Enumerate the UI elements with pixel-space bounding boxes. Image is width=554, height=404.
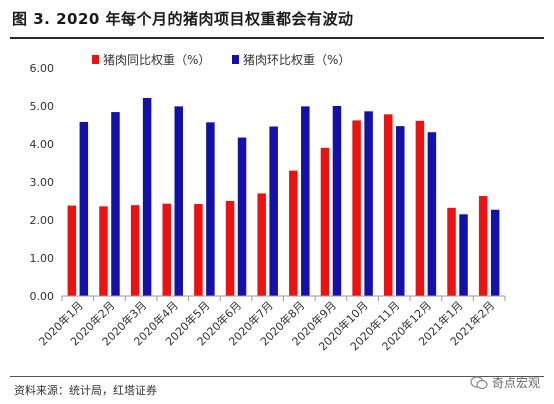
watermark-text: 奇点宏观 (491, 376, 540, 390)
watermark: 奇点宏观 (470, 374, 540, 391)
bar-mom-weight (490, 209, 500, 296)
legend-swatch (232, 55, 239, 64)
bar-mom-weight (206, 122, 215, 296)
bar-mom-weight (364, 111, 373, 296)
y-tick-label: 3.00 (30, 176, 55, 189)
bar-yoy-weight (415, 120, 425, 296)
bar-yoy-weight (130, 205, 140, 296)
bar-mom-weight (269, 126, 278, 297)
footer-divider (10, 376, 544, 377)
bar-mom-weight (396, 126, 405, 296)
bar-yoy-weight (257, 193, 266, 296)
bar-yoy-weight (162, 203, 171, 296)
bar-mom-weight (111, 112, 120, 296)
bar-mom-weight (427, 132, 437, 296)
bar-yoy-weight (447, 207, 456, 296)
y-tick-label: 2.00 (30, 214, 55, 227)
bar-mom-weight (301, 106, 310, 296)
y-tick-label: 0.00 (30, 290, 55, 303)
y-tick-label: 6.00 (30, 62, 55, 75)
bar-mom-weight (142, 98, 152, 296)
x-axis: 2020年1月2020年2月2020年3月2020年4月2020年5月2020年… (36, 295, 506, 353)
bar-yoy-weight (320, 147, 330, 296)
legend: 猪肉同比权重（%） 猪肉环比权重（%） (92, 53, 350, 67)
source-note: 资料来源：统计局，红塔证券 (14, 384, 157, 397)
bar-yoy-weight (289, 170, 298, 296)
chart-title: 图 3. 2020 年每个月的猪肉项目权重都会有波动 (12, 10, 354, 28)
bar-mom-weight (332, 106, 342, 296)
bar-yoy-weight (352, 120, 361, 296)
y-tick-label: 1.00 (30, 252, 55, 265)
bar-yoy-weight (384, 114, 393, 296)
legend-label: 猪肉同比权重（%） (103, 53, 210, 67)
y-axis: 0.00 1.00 2.00 3.00 4.00 5.00 6.00 (30, 62, 55, 303)
wechat-icon (470, 375, 488, 389)
legend-label: 猪肉环比权重（%） (243, 53, 350, 67)
bar-mom-weight (459, 214, 468, 296)
bar-group (67, 98, 500, 297)
bar-mom-weight (237, 137, 247, 296)
bar-mom-weight (79, 121, 89, 297)
legend-swatch (92, 55, 99, 64)
bar-chart: 0.00 1.00 2.00 3.00 4.00 5.00 6.00 2020年1月2020… (30, 53, 506, 353)
bar-mom-weight (174, 106, 183, 296)
title-divider (10, 37, 544, 39)
bar-yoy-weight (194, 204, 203, 296)
bar-yoy-weight (478, 196, 488, 296)
y-tick-label: 4.00 (30, 138, 55, 151)
bar-yoy-weight (225, 201, 235, 296)
bar-yoy-weight (67, 205, 77, 296)
y-tick-label: 5.00 (30, 100, 55, 113)
bar-yoy-weight (99, 206, 108, 296)
